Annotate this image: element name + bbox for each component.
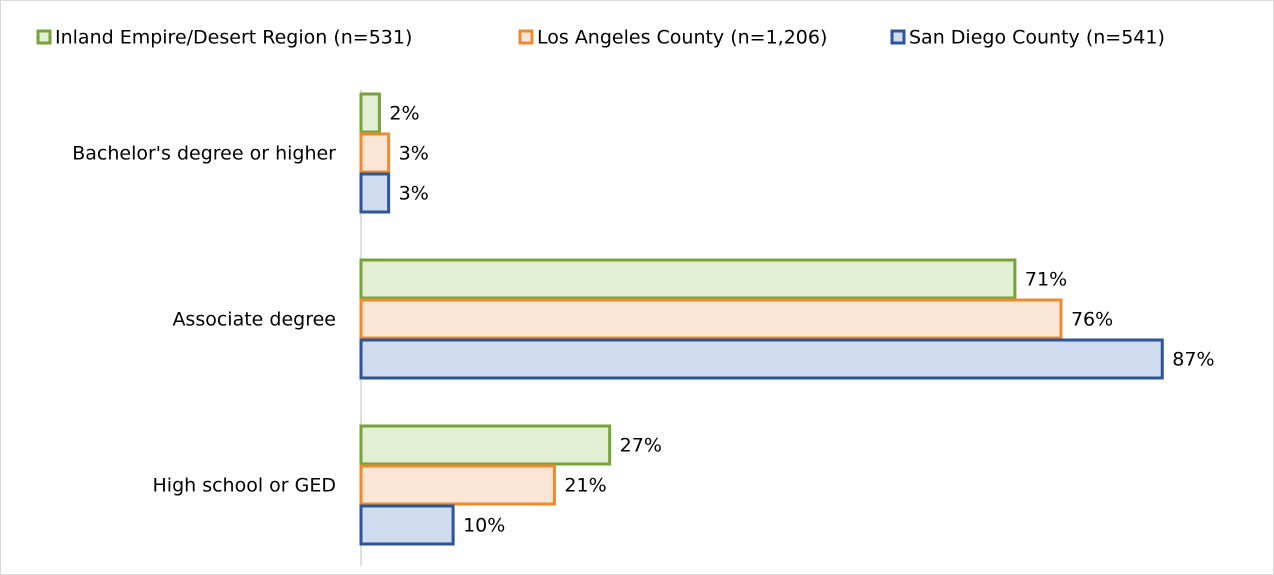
data-label: 10%	[463, 515, 505, 537]
bar	[359, 424, 612, 466]
data-label: 3%	[399, 183, 429, 205]
legend-label: Inland Empire/Desert Region (n=531)	[55, 27, 412, 49]
data-label: 76%	[1071, 309, 1113, 331]
category-label: Bachelor's degree or higher	[72, 143, 336, 165]
category-label: High school or GED	[153, 475, 337, 497]
bar	[359, 464, 556, 506]
data-label: 2%	[389, 103, 419, 125]
data-label: 3%	[399, 143, 429, 165]
bar	[359, 172, 391, 214]
legend-swatch	[36, 29, 52, 45]
data-label: 87%	[1172, 349, 1214, 371]
data-label: 27%	[620, 435, 662, 457]
bar	[359, 338, 1164, 380]
legend-swatch	[890, 29, 906, 45]
bar	[359, 132, 391, 174]
legend-label: San Diego County (n=541)	[909, 27, 1165, 49]
legend-label: Los Angeles County (n=1,206)	[537, 27, 827, 49]
legend-swatch	[518, 29, 534, 45]
bar	[359, 504, 455, 546]
bar	[359, 92, 381, 134]
bar	[359, 258, 1017, 300]
data-label: 71%	[1025, 269, 1067, 291]
bar	[359, 298, 1063, 340]
data-label: 21%	[564, 475, 606, 497]
category-label: Associate degree	[172, 309, 336, 331]
